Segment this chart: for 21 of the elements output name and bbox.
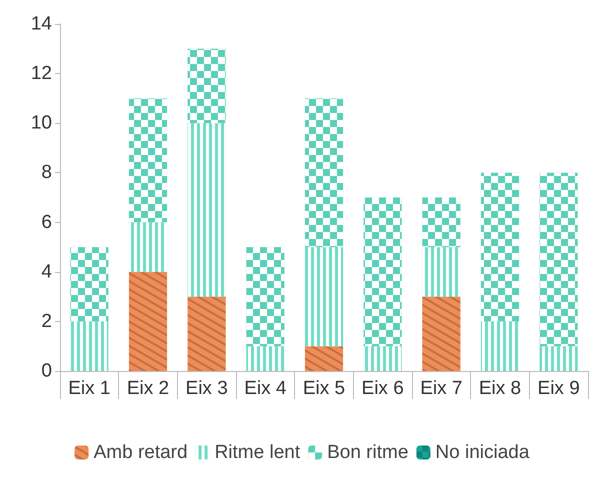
legend-label: Bon ritme [327, 442, 408, 463]
x-tick-label: Eix 7 [420, 378, 462, 399]
x-tick-label: Eix 6 [362, 378, 404, 399]
y-tick-label: 14 [30, 14, 52, 34]
x-tick-label: Eix 2 [126, 378, 170, 399]
x-tick-label: Eix 8 [478, 378, 522, 399]
x-tick-label: Eix 3 [186, 378, 228, 399]
y-tick-label: 10 [30, 112, 52, 134]
x-tick-label: Eix 1 [68, 378, 110, 399]
x-tick-label: Eix 9 [538, 378, 580, 399]
legend-label: Amb retard [94, 442, 188, 463]
y-tick-label: 8 [41, 162, 52, 184]
y-tick-label: 2 [41, 310, 52, 332]
legend-label: No iniciada [435, 442, 530, 463]
y-tick-label: 12 [30, 63, 52, 84]
y-tick-label: 4 [41, 261, 52, 282]
y-tick-label: 0 [41, 360, 52, 382]
x-tick-label: Eix 5 [302, 378, 346, 399]
y-tick-label: 6 [41, 212, 52, 233]
legend-label: Ritme lent [214, 442, 301, 463]
x-tick-label: Eix 4 [244, 378, 287, 399]
